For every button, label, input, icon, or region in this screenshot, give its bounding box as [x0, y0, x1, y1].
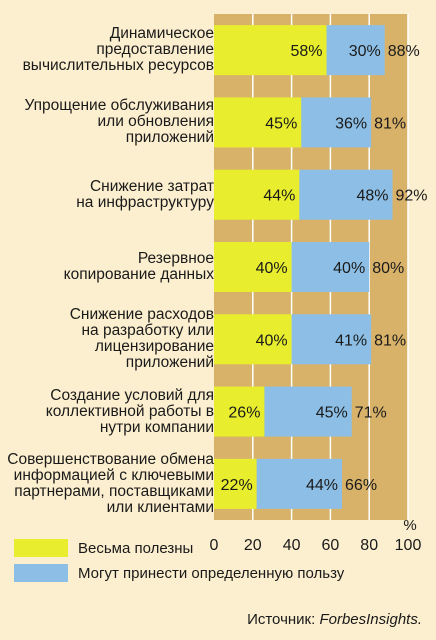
category-label-line: партнерами, поставщиками [14, 482, 214, 500]
legend-item-very-useful: Весьма полезны [14, 538, 344, 558]
category-label-line: Создание условий для [50, 386, 214, 404]
bar-value-label: 45% [265, 115, 297, 132]
category-label-line: приложений [125, 354, 214, 372]
category-label-line: Снижение расходов [69, 306, 214, 324]
bar-segment [214, 458, 257, 509]
legend-item-may-be-useful: Могут принести определенную пользу [14, 563, 344, 583]
bar-segment [291, 242, 370, 292]
bar-value-label: 22% [221, 477, 253, 494]
category-label: Упрощение обслуживания или обновления прил… [4, 97, 215, 147]
category-label-line: лицензирование [94, 338, 214, 356]
category-label-line: Динамическое [109, 25, 214, 43]
legend: Весьма полезны Могут принести определенн… [14, 538, 344, 588]
bar-segment [214, 169, 300, 220]
bar-segment [301, 97, 372, 148]
bar-segment [214, 97, 302, 148]
category-label-line: вычислительных ресурсов [22, 57, 214, 75]
x-tick-label: 40 [283, 537, 301, 554]
x-unit-label: % [403, 517, 416, 534]
category-label-line: Снижение затрат [89, 177, 214, 195]
bar-value-label: 40% [256, 332, 288, 349]
bar-segment [214, 242, 292, 292]
category-label-line: Упрощение обслуживания [24, 97, 215, 115]
legend-label: Могут принести определенную пользу [78, 564, 345, 582]
category-label-line: коллективной работы в [45, 402, 214, 420]
legend-swatch-blue [14, 564, 68, 582]
bar-segment [264, 386, 352, 437]
bar-segment [214, 386, 265, 437]
category-label: Снижение расходов на разработку или лиценз… [4, 307, 214, 371]
category-label-line: или клиентами [106, 498, 214, 516]
total-value-label: 71% [355, 405, 387, 422]
bar-value-label: 44% [306, 477, 338, 494]
source-prefix: Источник: [247, 611, 320, 628]
category-label-line: информацией с ключевыми [13, 466, 214, 484]
bar-segment [256, 458, 343, 509]
bar-segment [214, 314, 292, 365]
category-label-line: приложений [125, 129, 214, 147]
x-tick-label: 20 [244, 537, 262, 554]
category-label-line: копирование данных [63, 266, 214, 283]
total-value-label: 81% [374, 332, 406, 349]
bar-value-label: 36% [335, 115, 367, 132]
category-label: Снижение затрат на инфраструктуру [4, 177, 214, 211]
source-brand: ForbesInsights. [319, 611, 422, 628]
category-label-line: нутри компании [99, 418, 214, 436]
total-value-label: 81% [374, 115, 406, 132]
category-label-line: предоставление [96, 41, 214, 59]
bar-value-label: 40% [333, 260, 365, 277]
bar-segment [214, 25, 327, 76]
total-value-label: 80% [372, 260, 404, 277]
x-tick-label: 60 [322, 537, 340, 554]
bar-value-label: 58% [290, 43, 322, 60]
bar-segment [299, 169, 393, 220]
bar-value-label: 48% [356, 188, 388, 205]
bar-value-label: 41% [335, 332, 367, 349]
bar-value-label: 30% [349, 43, 381, 60]
category-label-line: Совершенствование обмена [7, 450, 214, 468]
source-note: Источник: ForbesInsights. [247, 611, 422, 628]
legend-label: Весьма полезны [78, 539, 194, 557]
category-label-line: или обновления [97, 113, 215, 131]
total-value-label: 92% [395, 188, 427, 205]
category-label: Резервное копирование данных [4, 251, 214, 283]
x-tick-label: 80 [360, 537, 378, 554]
category-label-line: на инфраструктуру [76, 193, 214, 211]
category-label-line: Резервное [137, 250, 214, 267]
category-label: Совершенствование обмена информацией с кл… [4, 450, 214, 516]
total-value-label: 66% [345, 477, 377, 494]
x-tick-label: 100 [395, 537, 422, 554]
category-label: Создание условий для коллективной работы … [4, 386, 214, 436]
category-label: Динамическое предоставление вычислительных… [4, 26, 214, 74]
category-label-line: на разработку или [81, 322, 214, 340]
x-tick-label: 0 [210, 537, 219, 554]
bar-value-label: 44% [263, 188, 295, 205]
bar-value-label: 26% [228, 405, 260, 422]
bar-value-label: 45% [316, 405, 348, 422]
bar-segment [326, 25, 385, 76]
bar-segment [291, 314, 372, 365]
bar-value-label: 40% [256, 260, 288, 277]
total-value-label: 88% [388, 43, 420, 60]
legend-swatch-yellow [14, 539, 68, 557]
